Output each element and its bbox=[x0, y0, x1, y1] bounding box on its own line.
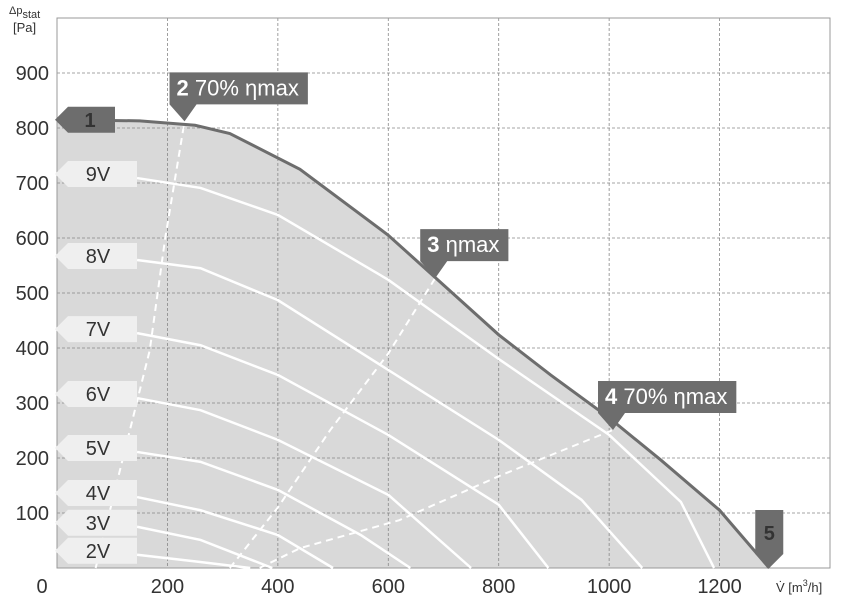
operating-area bbox=[57, 119, 770, 568]
speed-label: 7V bbox=[86, 319, 111, 341]
x-axis-label: V̇ [m3/h] bbox=[776, 578, 822, 595]
y-tick-label: 100 bbox=[16, 503, 49, 525]
efficiency-number: 4 bbox=[605, 384, 618, 409]
speed-curve bbox=[136, 525, 273, 570]
efficiency-tag bbox=[420, 229, 509, 279]
speed-label: 9V bbox=[86, 164, 111, 186]
x-tick-label: 1200 bbox=[697, 576, 742, 598]
y-axis-unit: [Pa] bbox=[13, 20, 36, 35]
end-tag bbox=[755, 510, 784, 568]
speed-tag bbox=[55, 161, 137, 188]
y-tick-label: 700 bbox=[16, 173, 49, 195]
x-axis-label-end: /h] bbox=[808, 580, 822, 595]
speed-curve bbox=[136, 331, 550, 569]
y-tick-label: 500 bbox=[16, 283, 49, 305]
y-axis-subscript: stat bbox=[22, 9, 40, 21]
x-tick-label: 200 bbox=[151, 576, 184, 598]
speed-tag bbox=[55, 316, 137, 343]
speed-label: 5V bbox=[86, 438, 111, 460]
speed-tag bbox=[55, 509, 137, 536]
efficiency-label: 4 70% ηmax bbox=[605, 384, 727, 409]
start-tag bbox=[55, 106, 115, 133]
speed-tag bbox=[55, 243, 137, 269]
y-tick-label: 900 bbox=[16, 63, 49, 85]
efficiency-tag bbox=[598, 380, 737, 430]
plot-border bbox=[56, 17, 831, 569]
speed-curve bbox=[136, 396, 472, 569]
efficiency-tag bbox=[169, 72, 308, 122]
efficiency-text: 70% ηmax bbox=[623, 384, 727, 409]
speed-tag bbox=[55, 381, 137, 408]
y-tick-label: 600 bbox=[16, 228, 49, 250]
x-tick-label: 800 bbox=[482, 576, 515, 598]
efficiency-label: 2 70% ηmax bbox=[177, 75, 299, 100]
speed-label: 6V bbox=[86, 384, 111, 406]
efficiency-label: 3 ηmax bbox=[427, 232, 499, 257]
start-label: 1 bbox=[84, 110, 95, 132]
y-tick-label: 300 bbox=[16, 393, 49, 415]
x-tick-label: 0 bbox=[36, 576, 47, 598]
speed-label: 8V bbox=[86, 246, 111, 268]
speed-tag bbox=[55, 537, 137, 564]
speed-curve bbox=[136, 176, 716, 569]
max-curve bbox=[56, 118, 771, 569]
y-axis-label: Δpstat bbox=[9, 5, 40, 21]
x-tick-label: 400 bbox=[261, 576, 294, 598]
y-axis-symbol: Δp bbox=[9, 5, 22, 17]
efficiency-text: 70% ηmax bbox=[195, 75, 299, 100]
y-tick-label: 800 bbox=[16, 118, 49, 140]
efficiency-line bbox=[259, 429, 614, 569]
speed-label: 4V bbox=[86, 483, 111, 505]
speed-curve bbox=[136, 495, 334, 570]
speed-curve bbox=[136, 450, 412, 570]
efficiency-number: 2 bbox=[177, 75, 189, 100]
y-tick-label: 200 bbox=[16, 448, 49, 470]
efficiency-text: ηmax bbox=[446, 232, 500, 257]
x-tick-label: 1000 bbox=[587, 576, 632, 598]
x-axis-label-start: V̇ [m bbox=[776, 580, 803, 595]
x-tick-label: 600 bbox=[372, 576, 405, 598]
efficiency-line bbox=[229, 277, 437, 569]
end-label: 5 bbox=[764, 523, 775, 545]
speed-tag bbox=[55, 434, 137, 461]
y-tick-label: 400 bbox=[16, 338, 49, 360]
efficiency-number: 3 bbox=[427, 232, 439, 257]
speed-tag bbox=[55, 480, 137, 507]
x-axis-superscript: 3 bbox=[803, 578, 808, 588]
speed-label: 2V bbox=[86, 541, 111, 563]
speed-curve bbox=[136, 258, 644, 569]
speed-label: 3V bbox=[86, 513, 111, 535]
